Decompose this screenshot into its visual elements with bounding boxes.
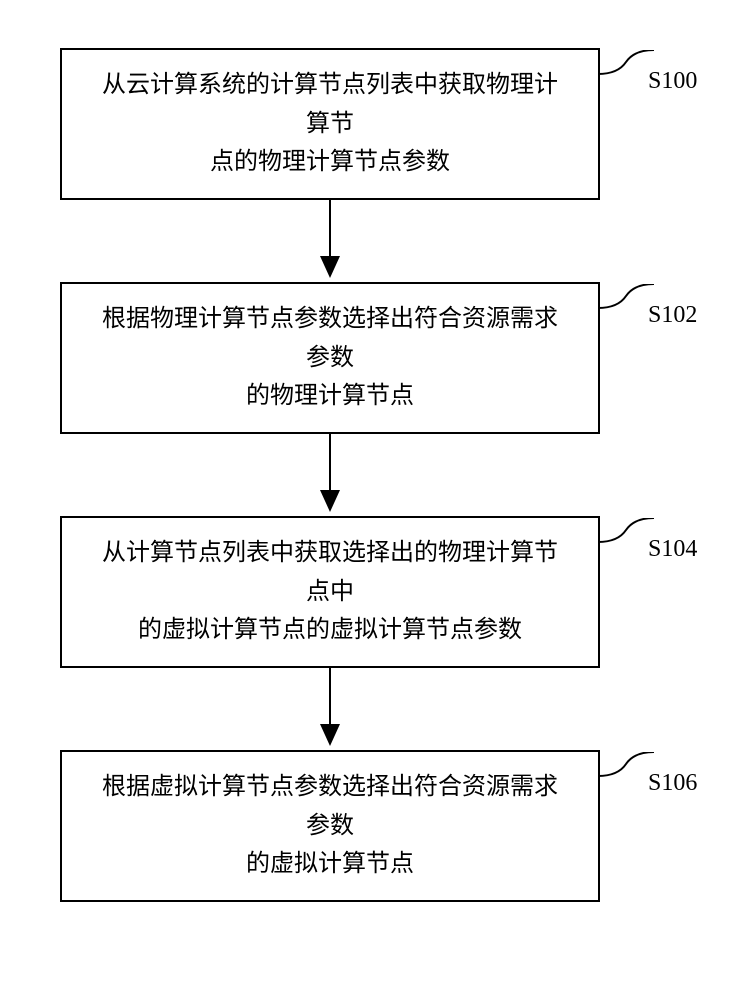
step-line1: 根据虚拟计算节点参数选择出符合资源需求参数 <box>102 774 558 838</box>
step-line1: 从计算节点列表中获取选择出的物理计算节点中 <box>102 540 558 604</box>
connector <box>60 434 600 516</box>
arrow-head-icon <box>320 490 340 512</box>
step-line2: 的物理计算节点 <box>246 383 414 409</box>
step-label-s102: S102 <box>648 302 697 329</box>
label-connector-curve <box>598 752 654 796</box>
step-line2: 的虚拟计算节点 <box>246 851 414 877</box>
step-text: 根据物理计算节点参数选择出符合资源需求参数 的物理计算节点 <box>102 300 558 415</box>
connector <box>60 200 600 282</box>
step-box-s104: 从计算节点列表中获取选择出的物理计算节点中 的虚拟计算节点的虚拟计算节点参数 <box>60 516 600 668</box>
step-box-s106: 根据虚拟计算节点参数选择出符合资源需求参数 的虚拟计算节点 <box>60 750 600 902</box>
arrow-head-icon <box>320 256 340 278</box>
arrow-line <box>329 434 331 496</box>
step-line1: 根据物理计算节点参数选择出符合资源需求参数 <box>102 306 558 370</box>
step-label-s100: S100 <box>648 68 697 95</box>
connector <box>60 668 600 750</box>
step-text: 从云计算系统的计算节点列表中获取物理计算节 点的物理计算节点参数 <box>102 66 558 181</box>
step-line1: 从云计算系统的计算节点列表中获取物理计算节 <box>102 72 558 136</box>
step-line2: 点的物理计算节点参数 <box>210 149 450 175</box>
label-connector-curve <box>598 284 654 328</box>
step-text: 从计算节点列表中获取选择出的物理计算节点中 的虚拟计算节点的虚拟计算节点参数 <box>102 534 558 649</box>
step-text: 根据虚拟计算节点参数选择出符合资源需求参数 的虚拟计算节点 <box>102 768 558 883</box>
arrow-head-icon <box>320 724 340 746</box>
label-connector-curve <box>598 50 654 94</box>
arrow-line <box>329 668 331 730</box>
step-box-s102: 根据物理计算节点参数选择出符合资源需求参数 的物理计算节点 <box>60 282 600 434</box>
label-connector-curve <box>598 518 654 562</box>
arrow-line <box>329 200 331 262</box>
flowchart-container: 从云计算系统的计算节点列表中获取物理计算节 点的物理计算节点参数 根据物理计算节… <box>60 48 600 902</box>
step-box-s100: 从云计算系统的计算节点列表中获取物理计算节 点的物理计算节点参数 <box>60 48 600 200</box>
step-line2: 的虚拟计算节点的虚拟计算节点参数 <box>138 617 522 643</box>
step-label-s104: S104 <box>648 536 697 563</box>
step-label-s106: S106 <box>648 770 697 797</box>
